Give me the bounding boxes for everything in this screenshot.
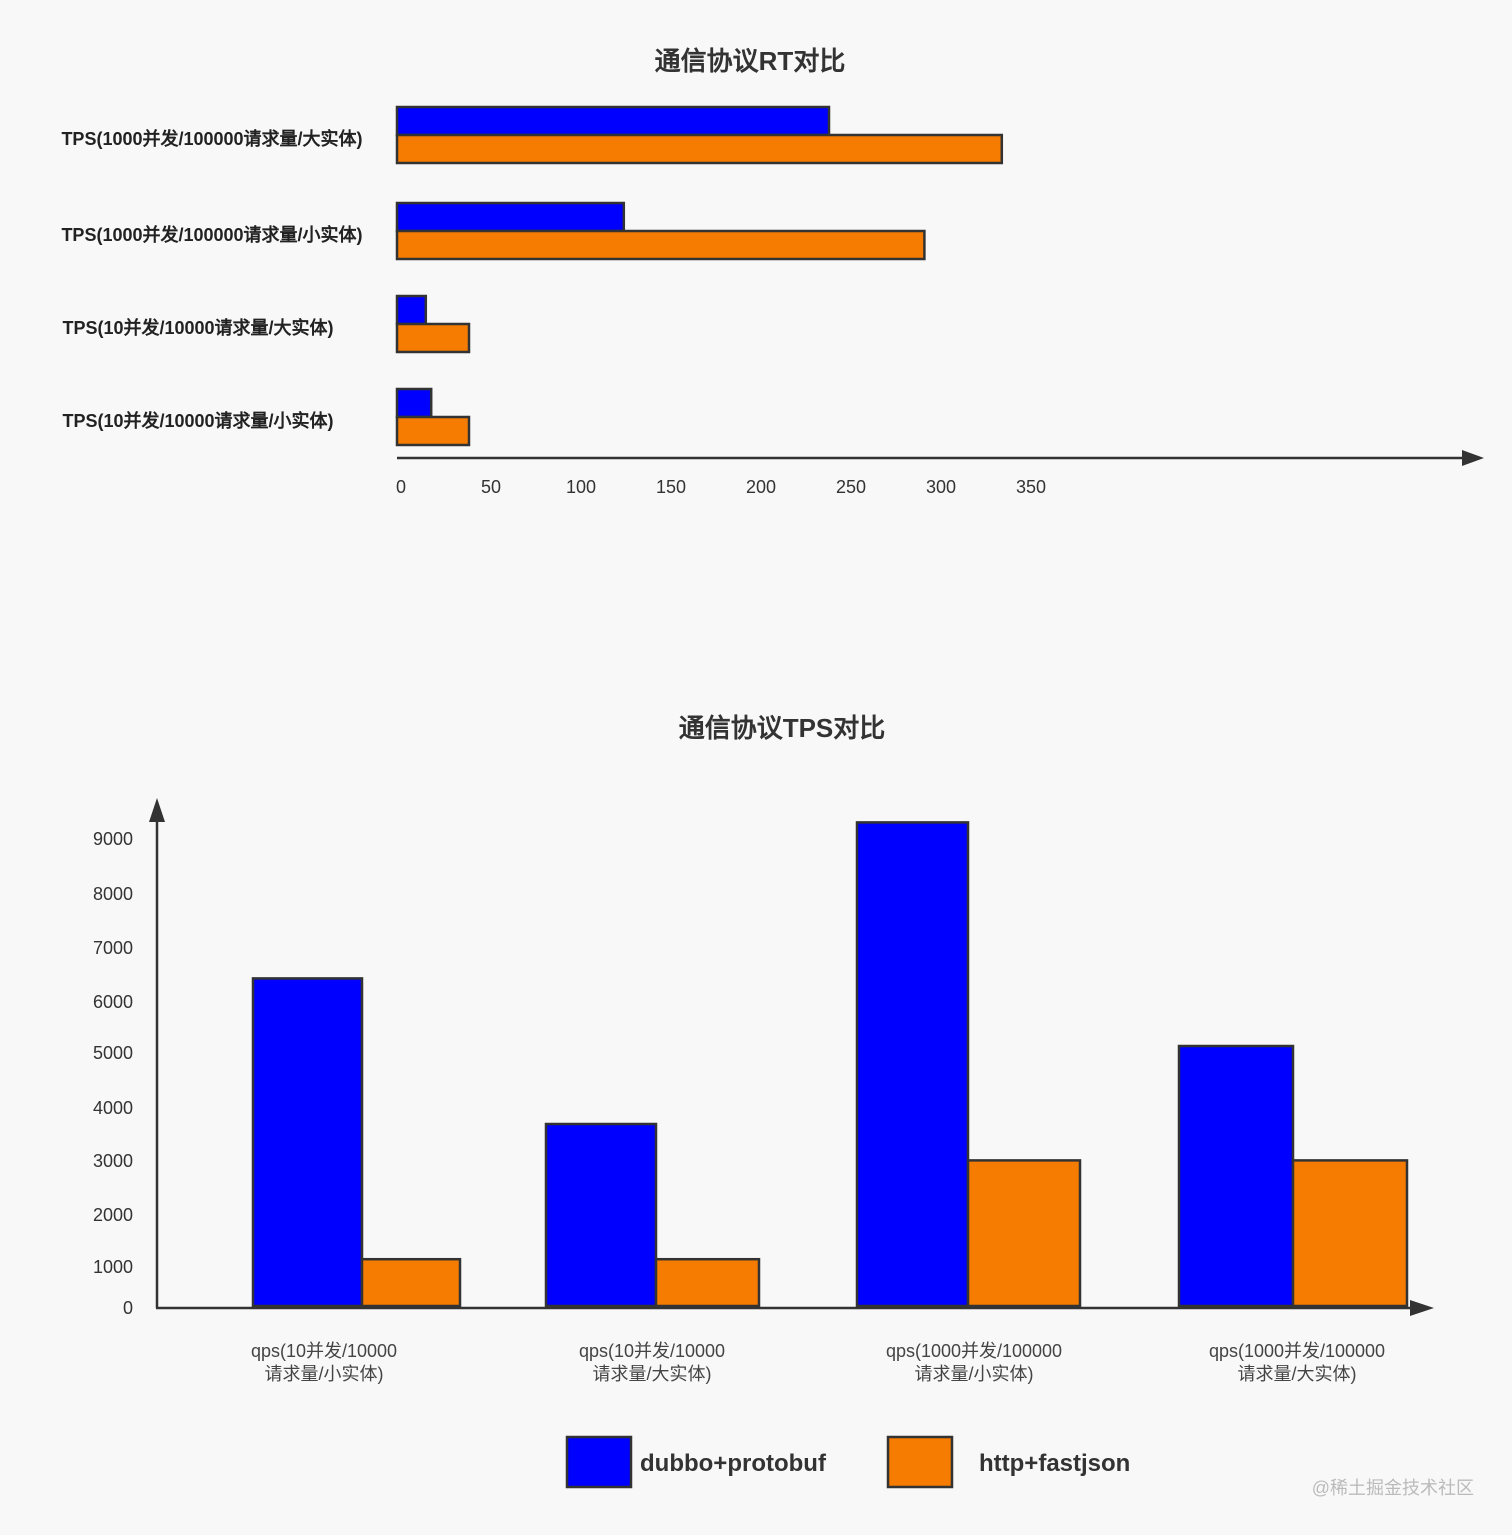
tps-bar-http <box>966 1159 1082 1308</box>
tps-y-tick-label: 2000 <box>93 1205 133 1225</box>
tps-bar-dubbo <box>251 977 364 1308</box>
tps-y-tick-label: 3000 <box>93 1151 133 1171</box>
tps-bar-dubbo <box>544 1122 658 1308</box>
tps-bar-http <box>360 1257 462 1308</box>
rt-category-label: TPS(10并发/10000请求量/大实体) <box>62 317 333 338</box>
rt-bar-http <box>395 229 926 261</box>
tps-category-label: qps(1000并发/100000 请求量/小实体) <box>886 1341 1062 1384</box>
rt-category-label: TPS(1000并发/100000请求量/大实体) <box>61 128 362 149</box>
tps-y-tick-label: 8000 <box>93 884 133 904</box>
rt-x-tick-label: 350 <box>1016 477 1046 497</box>
tps-y-tick-label: 6000 <box>93 992 133 1012</box>
rt-bar-http <box>395 415 471 447</box>
tps-category-label: qps(10并发/10000 请求量/小实体) <box>251 1341 397 1384</box>
tps-x-axis-arrow-icon <box>1410 1300 1434 1316</box>
rt-x-tick-label: 200 <box>746 477 776 497</box>
tps-bar-dubbo <box>855 821 970 1308</box>
tps-bar-dubbo <box>1177 1044 1295 1308</box>
rt-x-tick-label: 50 <box>481 477 501 497</box>
tps-y-axis-arrow-icon <box>149 798 165 822</box>
tps-chart-title: 通信协议TPS对比 <box>679 713 886 743</box>
tps-category-label: qps(10并发/10000 请求量/大实体) <box>579 1341 725 1384</box>
rt-x-tick-label: 250 <box>836 477 866 497</box>
rt-x-tick-label: 150 <box>656 477 686 497</box>
tps-y-tick-label: 1000 <box>93 1257 133 1277</box>
rt-chart-title: 通信协议RT对比 <box>655 46 846 76</box>
rt-category-label: TPS(10并发/10000请求量/小实体) <box>62 410 333 431</box>
rt-comparison-chart: 通信协议RT对比 TPS(1000并发/100000请求量/大实体) TPS(100… <box>61 46 1484 497</box>
tps-y-tick-label: 0 <box>123 1298 133 1318</box>
tps-bar-http <box>1291 1159 1409 1308</box>
rt-x-axis-arrow-icon <box>1462 450 1484 466</box>
rt-bar-dubbo <box>395 387 433 419</box>
tps-y-tick-label: 5000 <box>93 1043 133 1063</box>
rt-bar-http <box>395 133 1004 165</box>
rt-bar-http <box>395 322 471 354</box>
tps-y-tick-label: 4000 <box>93 1098 133 1118</box>
rt-bar-dubbo <box>395 105 831 137</box>
tps-y-tick-label: 7000 <box>93 938 133 958</box>
tps-comparison-chart: 通信协议TPS对比 9000 8000 7000 6000 5000 4000 3000 200… <box>93 713 1434 1384</box>
tps-category-label: qps(1000并发/100000 请求量/大实体) <box>1209 1341 1385 1384</box>
rt-x-tick-label: 300 <box>926 477 956 497</box>
rt-bar-dubbo <box>395 201 626 233</box>
tps-bar-http <box>654 1257 761 1308</box>
tps-y-tick-label: 9000 <box>93 829 133 849</box>
rt-bar-dubbo <box>395 294 428 326</box>
rt-category-label: TPS(1000并发/100000请求量/小实体) <box>61 224 362 245</box>
rt-x-tick-label: 0 <box>396 477 406 497</box>
rt-x-tick-label: 100 <box>566 477 596 497</box>
